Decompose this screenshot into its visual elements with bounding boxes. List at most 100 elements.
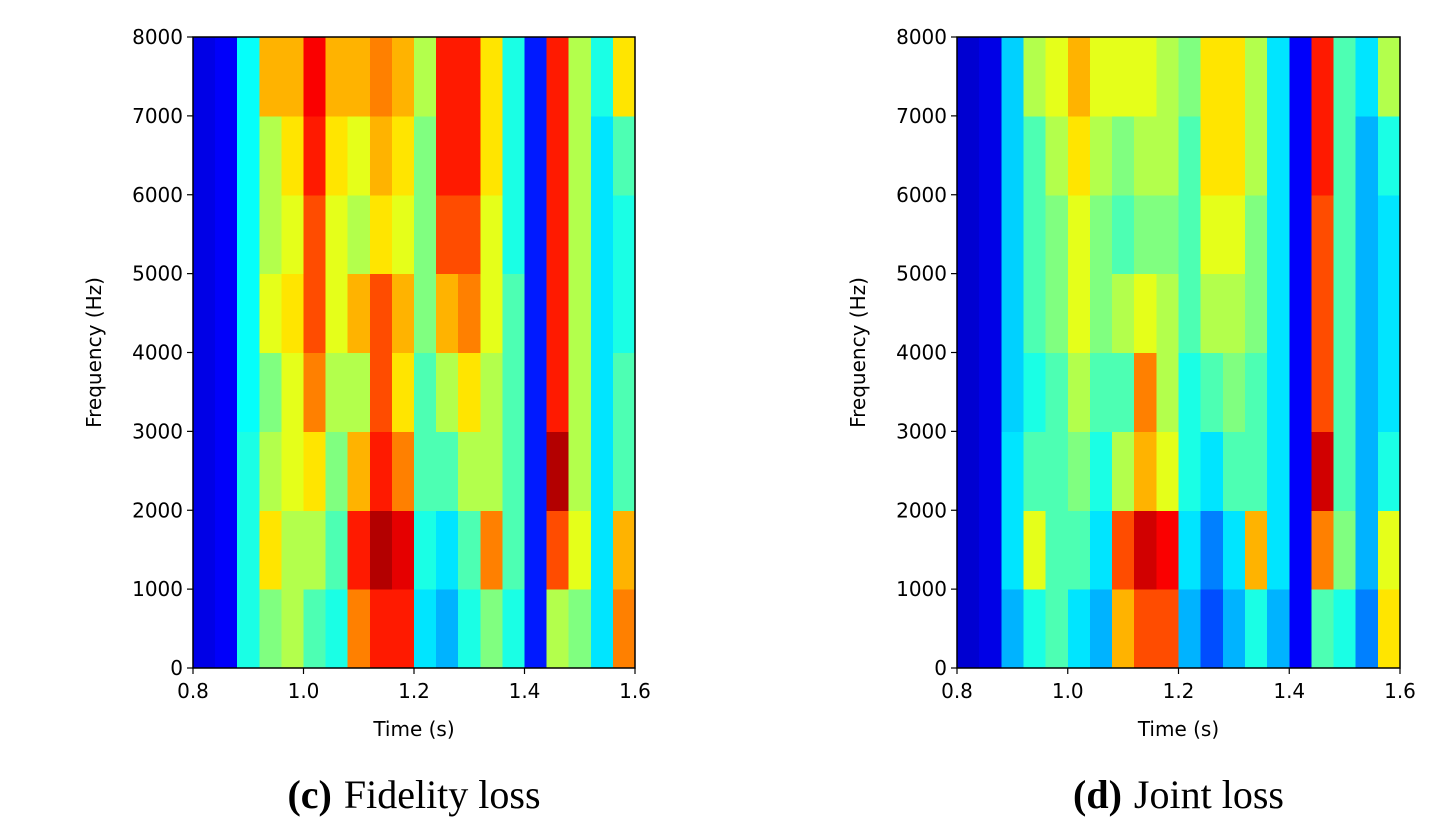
- heatmap-cell: [1222, 510, 1246, 590]
- heatmap-cell: [546, 194, 570, 275]
- heatmap-cell: [1311, 115, 1335, 196]
- heatmap-cell: [590, 510, 614, 590]
- heatmap-cell: [612, 115, 636, 196]
- heatmap-cell: [590, 115, 614, 196]
- heatmap-cell: [1244, 431, 1268, 511]
- heatmap-cell: [1023, 589, 1047, 669]
- heatmap-cell: [546, 589, 570, 669]
- heatmap-cell: [1289, 273, 1312, 354]
- heatmap-cell: [1200, 273, 1224, 354]
- heatmap-cell: [1067, 194, 1091, 275]
- heatmap-cell: [480, 194, 503, 275]
- heatmap-cell: [347, 352, 371, 432]
- heatmap-cell: [1178, 352, 1202, 432]
- heatmap-cell: [1333, 352, 1357, 432]
- heatmap-cell: [1089, 352, 1113, 432]
- heatmap-cell: [215, 589, 238, 669]
- heatmap-cell: [1156, 194, 1180, 275]
- heatmap-cell: [1267, 589, 1290, 669]
- heatmap-cell: [347, 431, 371, 511]
- heatmap-cell: [568, 589, 592, 669]
- heatmap-cell: [1134, 510, 1157, 590]
- heatmap-cell: [1023, 37, 1047, 117]
- heatmap-cell: [1355, 589, 1379, 669]
- y-tick-label: 5000: [896, 262, 947, 286]
- heatmap-cell: [612, 194, 636, 275]
- y-tick-label: 4000: [896, 341, 947, 365]
- heatmap-cell: [546, 352, 570, 432]
- heatmap-cell: [612, 37, 636, 117]
- heatmap-cell: [237, 589, 260, 669]
- heatmap-cell: [414, 37, 437, 117]
- heatmap-cell: [1200, 589, 1224, 669]
- heatmap-cell: [590, 431, 614, 511]
- heatmap-cell: [303, 352, 327, 432]
- heatmap-cell: [1134, 352, 1157, 432]
- heatmap-cell: [568, 37, 592, 117]
- heatmap-cell: [1244, 115, 1268, 196]
- heatmap-cell: [369, 194, 393, 275]
- heatmap-cell: [303, 510, 327, 590]
- heatmap-cell: [1067, 115, 1091, 196]
- heatmap-cell: [1200, 115, 1224, 196]
- heatmap-cell: [1267, 273, 1290, 354]
- heatmap-cell: [414, 352, 437, 432]
- heatmap-cell: [524, 589, 548, 669]
- x-tick-label: 1.4: [509, 679, 541, 703]
- y-tick-label: 1000: [132, 577, 183, 601]
- heatmap-cell: [1045, 352, 1069, 432]
- heatmap-cell: [1001, 589, 1025, 669]
- heatmap-cell: [612, 589, 636, 669]
- heatmap-cell: [957, 273, 980, 354]
- heatmap-cell: [1023, 510, 1047, 590]
- heatmap-cell: [1267, 37, 1290, 117]
- x-tick-label: 1.0: [288, 679, 320, 703]
- heatmap-cell: [259, 589, 282, 669]
- heatmap-cell: [325, 510, 349, 590]
- heatmap-cell: [480, 115, 503, 196]
- heatmap-cell: [325, 37, 349, 117]
- heatmap-cell: [1112, 510, 1135, 590]
- heatmap-cell: [215, 115, 238, 196]
- heatmap-cell: [590, 37, 614, 117]
- heatmap-cell: [1023, 273, 1047, 354]
- heatmap-cell: [1244, 37, 1268, 117]
- heatmap-cell: [612, 510, 636, 590]
- heatmap-cell: [414, 115, 437, 196]
- heatmap-cell: [1355, 37, 1379, 117]
- heatmap-cell: [237, 37, 260, 117]
- y-tick-label: 2000: [132, 498, 183, 522]
- heatmap-cell: [1289, 115, 1312, 196]
- heatmap-cell: [281, 194, 305, 275]
- heatmap-cell: [1089, 115, 1113, 196]
- heatmap-cell: [259, 431, 282, 511]
- heatmap-cell: [303, 194, 327, 275]
- heatmap-cell: [391, 510, 415, 590]
- heatmap-cell: [281, 510, 305, 590]
- heatmap-cell: [281, 589, 305, 669]
- heatmap-cell: [1222, 431, 1246, 511]
- heatmap-cell: [303, 431, 327, 511]
- heatmap-cell: [1333, 431, 1357, 511]
- heatmap-cell: [237, 115, 260, 196]
- heatmap-cell: [1045, 273, 1069, 354]
- heatmap-cell: [480, 37, 503, 117]
- heatmap-cell: [1311, 431, 1335, 511]
- heatmap-cell: [215, 431, 238, 511]
- heatmap-cell: [259, 37, 282, 117]
- heatmap-cell: [1067, 352, 1091, 432]
- heatmap-cell: [1112, 431, 1135, 511]
- heatmap-cell: [1134, 37, 1157, 117]
- heatmap-cell: [237, 194, 260, 275]
- heatmap-cell: [414, 510, 437, 590]
- heatmap-cell: [391, 37, 415, 117]
- heatmap-cell: [957, 37, 980, 117]
- heatmap-cell: [391, 115, 415, 196]
- heatmap-cell: [1222, 115, 1246, 196]
- heatmap-cell: [568, 510, 592, 590]
- heatmap-cell: [524, 194, 548, 275]
- heatmap-cell: [1156, 431, 1180, 511]
- heatmap-cell: [1045, 115, 1069, 196]
- heatmap-cell: [436, 115, 459, 196]
